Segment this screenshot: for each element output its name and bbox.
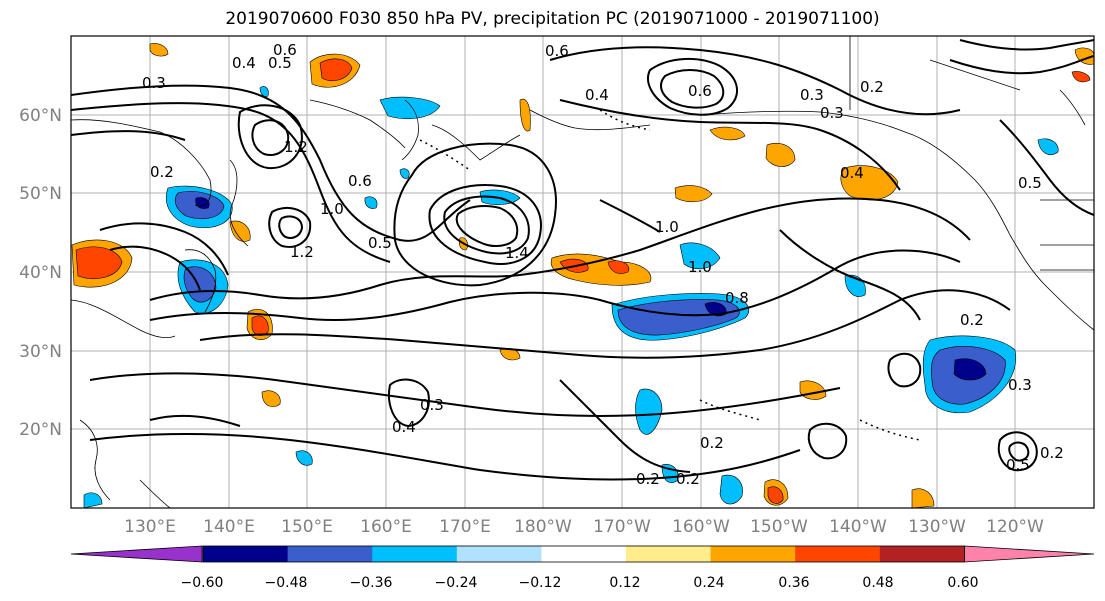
contour-label: 0.5 — [1006, 456, 1030, 474]
contour-label: 0.3 — [800, 86, 824, 104]
lon-label: 120°W — [986, 517, 1044, 537]
contour-label: 0.4 — [585, 86, 609, 104]
colorbar-segment — [879, 546, 965, 562]
contour-label: 0.6 — [273, 41, 297, 59]
colorbar-outline — [202, 545, 965, 563]
lon-label: 130°W — [908, 517, 966, 537]
contour-label: 0.8 — [725, 289, 749, 307]
map-frame — [70, 35, 1095, 509]
pv-contours-dashed — [419, 109, 921, 441]
lon-label: 150°E — [281, 517, 333, 537]
colorbar-segment — [541, 546, 627, 562]
contour-label: 0.6 — [545, 42, 569, 60]
colorbar-segment — [710, 546, 796, 562]
contour-label: 0.3 — [820, 104, 844, 122]
lat-label-30n: 30°N — [19, 342, 62, 362]
colorbar-extension-low — [70, 545, 203, 563]
lon-label: 180°W — [514, 517, 572, 537]
lon-label: 170°E — [439, 517, 491, 537]
contour-label: 0.2 — [960, 311, 984, 329]
contour-label: 0.2 — [150, 163, 174, 181]
lat-label-50n: 50°N — [19, 184, 62, 204]
colorbar-extension-high — [964, 545, 1095, 563]
contour-label: 0.2 — [860, 78, 884, 96]
contour-label: 0.4 — [392, 418, 416, 436]
contour-label: 0.6 — [688, 82, 712, 100]
contour-label: 0.2 — [676, 470, 700, 488]
colorbar-tick-label: 0.12 — [609, 575, 640, 591]
contour-label: 1.2 — [284, 138, 308, 156]
colorbar-segment — [287, 546, 373, 562]
lon-label: 140°W — [829, 517, 887, 537]
lon-label: 150°W — [750, 517, 808, 537]
lon-label: 170°W — [593, 517, 651, 537]
contour-label: 1.0 — [320, 200, 344, 218]
lat-label-20n: 20°N — [19, 420, 62, 440]
lat-label-60n: 60°N — [19, 106, 62, 126]
contour-label: 0.4 — [232, 54, 256, 72]
contour-label: 0.6 — [348, 172, 372, 190]
colorbar-tick-label: 0.60 — [947, 575, 978, 591]
contour-label: 1.0 — [688, 258, 712, 276]
lat-label-40n: 40°N — [19, 263, 62, 283]
pv-contours — [71, 39, 1094, 481]
contour-label: 0.4 — [840, 164, 864, 182]
contour-label: 1.0 — [655, 218, 679, 236]
lon-label: 160°W — [672, 517, 730, 537]
latitude-labels: 60°N 50°N 40°N 30°N 20°N — [19, 106, 62, 440]
figure-title: 2019070600 F030 850 hPa PV, precipitatio… — [225, 9, 880, 29]
colorbar — [70, 545, 1095, 563]
lon-label: 140°E — [203, 517, 255, 537]
lon-label: 130°E — [124, 517, 176, 537]
longitude-labels: 130°E 140°E 150°E 160°E 170°E 180°W 170°… — [124, 517, 1044, 537]
colorbar-tick-label: −0.48 — [265, 575, 308, 591]
colorbar-tick-label: 0.36 — [778, 575, 809, 591]
colorbar-tick-labels: −0.60 −0.48 −0.36 −0.24 −0.12 0.12 0.24 … — [181, 575, 979, 591]
colorbar-tick-label: −0.36 — [350, 575, 393, 591]
colorbar-tick-label: 0.48 — [862, 575, 893, 591]
colorbar-tick-label: −0.60 — [181, 575, 224, 591]
contour-label: 0.5 — [268, 54, 292, 72]
contour-label: 1.2 — [290, 243, 314, 261]
contour-label: 0.2 — [636, 470, 660, 488]
colorbar-tick-label: −0.24 — [435, 575, 478, 591]
colorbar-segment — [456, 546, 542, 562]
colorbar-tick-label: 0.24 — [693, 575, 724, 591]
contour-label: 0.3 — [420, 396, 444, 414]
colorbar-segment — [203, 546, 289, 562]
colorbar-segment — [626, 546, 712, 562]
precipitation-shading — [71, 43, 1094, 508]
colorbar-segment — [795, 546, 881, 562]
contour-label: 0.3 — [1008, 376, 1032, 394]
contour-label: 0.5 — [1018, 174, 1042, 192]
contour-labels: 0.6 0.5 0.4 0.3 0.6 0.4 0.3 0.6 0.2 0.3 … — [142, 41, 1064, 488]
colorbar-tick-label: −0.12 — [519, 575, 562, 591]
contour-label: 1.4 — [505, 244, 529, 262]
coastlines — [71, 36, 1094, 508]
contour-label: 0.5 — [368, 234, 392, 252]
contour-label: 0.2 — [1040, 444, 1064, 462]
lon-label: 160°E — [360, 517, 412, 537]
contour-label: 0.3 — [142, 74, 166, 92]
colorbar-segment — [372, 546, 458, 562]
contour-label: 0.2 — [700, 434, 724, 452]
